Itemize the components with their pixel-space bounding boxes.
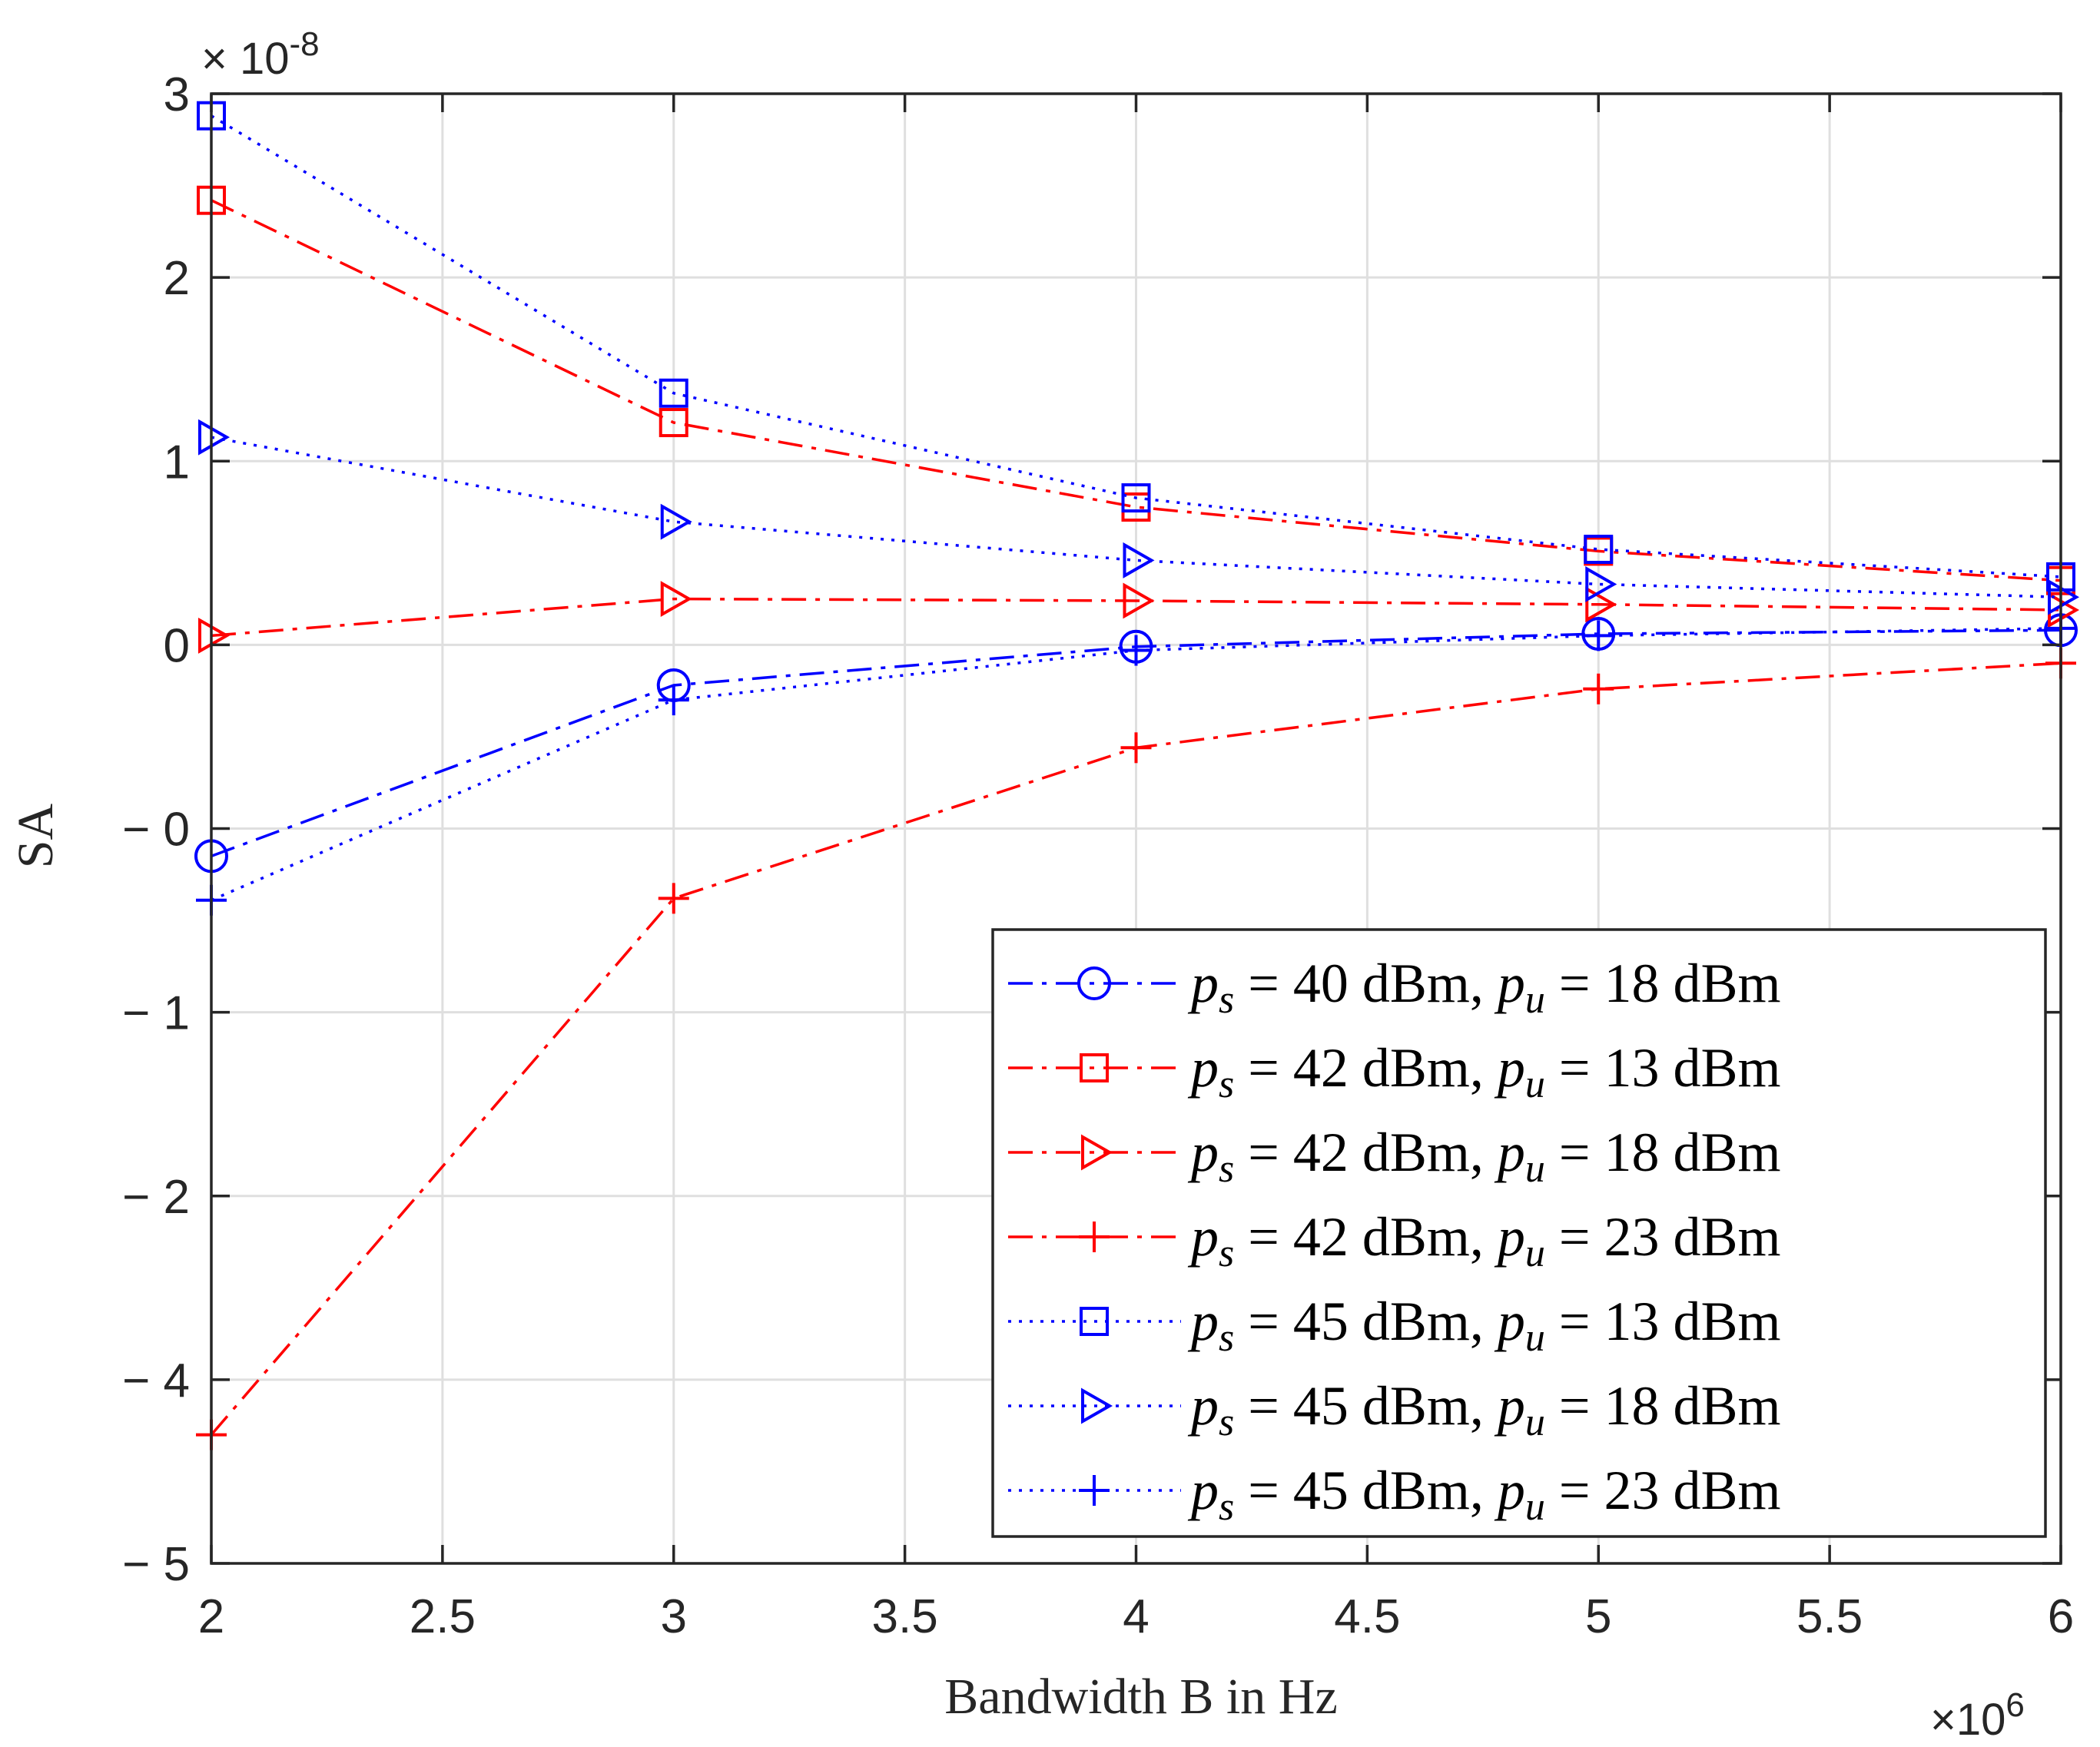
y-tick-label: 1 [164,436,190,489]
y-tick-label: 2 [164,252,190,305]
legend-label: ps = 42 dBm, pu = 23 dBm [1187,1206,1781,1275]
square-marker [1584,535,1614,565]
circle-marker [1077,966,1111,1000]
triangle-marker [198,419,231,456]
y-tick-label: − 5 [122,1538,190,1591]
x-axis-label: Bandwidth B in Hz [944,1669,1337,1725]
x-tick-label: 3 [661,1590,687,1643]
triangle-marker [1123,542,1155,578]
legend-label: ps = 40 dBm, pu = 18 dBm [1187,953,1781,1022]
y-tick-label: − 2 [122,1171,190,1224]
legend-label: ps = 45 dBm, pu = 23 dBm [1187,1460,1781,1529]
square-marker [659,408,688,438]
triangle-marker [660,581,692,618]
x-tick-label: 6 [2048,1590,2074,1643]
square-marker [1080,1307,1109,1336]
triangle-marker [1585,566,1617,602]
triangle-marker [660,503,692,540]
x-tick-label: 2.5 [410,1590,476,1643]
triangle-marker [1123,582,1155,619]
triangle-marker [2048,578,2080,615]
legend-entry-6: ps = 45 dBm, pu = 18 dBm [1008,1375,1781,1444]
legend-entry-2: ps = 42 dBm, pu = 13 dBm [1008,1037,1781,1106]
x-tick-label: 4.5 [1334,1590,1400,1643]
legend-label: ps = 42 dBm, pu = 13 dBm [1187,1037,1781,1106]
series-line [211,597,2062,638]
legend-label: ps = 45 dBm, pu = 18 dBm [1187,1375,1781,1444]
legend-entry-3: ps = 42 dBm, pu = 18 dBm [1008,1122,1781,1191]
square-marker [1121,483,1151,513]
y-tick-label: 0 [164,619,190,672]
axis-ticks: 2 2.5 3 3.5 4 4.5 5 5.5 6 − 5 − 4 − 2 − 1 − 0 0 1 2 3 [122,68,2074,1643]
x-tick-label: 2 [198,1590,224,1643]
y-tick-label: − 1 [122,987,190,1040]
x-tick-label: 3.5 [872,1590,938,1643]
legend-label: ps = 45 dBm, pu = 13 dBm [1187,1291,1781,1360]
series-6 [198,419,2080,615]
legend-entry-1: ps = 40 dBm, pu = 18 dBm [1008,953,1781,1022]
legend-box [991,928,2047,1538]
triangle-marker [1081,1387,1113,1424]
x-tick-label: 5 [1585,1590,1611,1643]
square-marker [1080,1053,1109,1082]
legend-entry-7: ps = 45 dBm, pu = 23 dBm [1008,1460,1781,1529]
series-line [211,114,2062,578]
square-marker [659,378,688,408]
triangle-marker [1081,1134,1113,1171]
series-line [211,436,2062,598]
triangle-marker [1585,586,1617,623]
y-axis-label: SA [8,803,64,868]
legend: ps = 40 dBm, pu = 18 dBm ps = 42 dBm, pu … [991,928,2047,1538]
y-exponent-label: × 10-8 [201,25,320,84]
x-tick-label: 5.5 [1796,1590,1863,1643]
x-tick-label: 4 [1123,1590,1149,1643]
y-tick-label: − 4 [122,1354,190,1407]
y-tick-label: 3 [164,68,190,121]
legend-label: ps = 42 dBm, pu = 18 dBm [1187,1122,1781,1191]
x-exponent-label: ×106 [1930,1686,2025,1745]
triangle-marker [198,617,231,654]
y-tick-label: − 0 [122,804,190,857]
legend-entry-5: ps = 45 dBm, pu = 13 dBm [1008,1291,1781,1360]
legend-entry-4: ps = 42 dBm, pu = 23 dBm [1008,1206,1781,1275]
series-line [211,199,2062,582]
